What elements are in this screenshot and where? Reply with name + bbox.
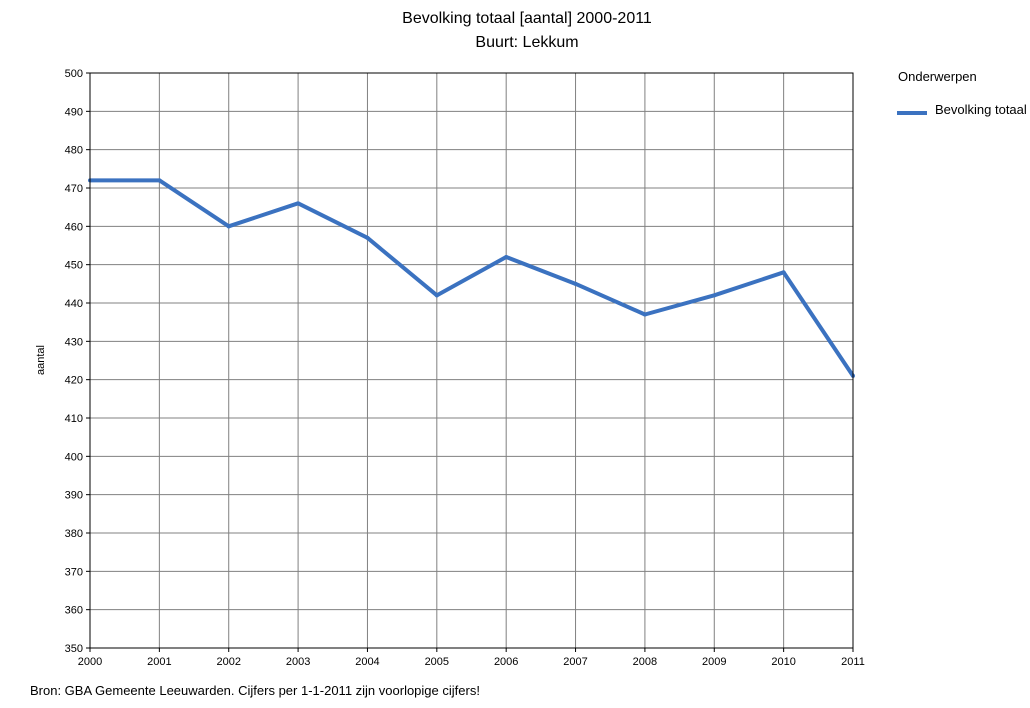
x-tick-label: 2001 — [147, 656, 171, 668]
x-axis: 2000 2001 2002 2003 2004 2005 2006 2007 2008 2009… — [78, 648, 865, 668]
source-note: Bron: GBA Gemeente Leeuwarden. Cijfers p… — [30, 683, 480, 698]
x-tick-label: 2007 — [563, 656, 587, 668]
y-tick-label: 480 — [65, 145, 83, 157]
y-tick-label: 440 — [65, 298, 83, 310]
y-tick-label: 410 — [65, 413, 83, 425]
y-tick-label: 370 — [65, 566, 83, 578]
y-tick-label: 460 — [65, 221, 83, 233]
data-point — [365, 235, 370, 240]
x-tick-label: 2009 — [702, 656, 726, 668]
y-tick-label: 360 — [65, 605, 83, 617]
series-line — [90, 178, 855, 377]
x-tick-label: 2010 — [771, 656, 795, 668]
data-point — [434, 293, 439, 298]
y-tick-label: 490 — [65, 106, 83, 118]
y-tick-label: 350 — [65, 643, 83, 655]
data-point — [573, 281, 578, 286]
data-point — [504, 255, 509, 259]
chart-title: Bevolking totaal [aantal] 2000-2011 — [402, 10, 652, 27]
data-point — [226, 224, 231, 229]
x-tick-label: 2002 — [216, 656, 240, 668]
y-tick-label: 390 — [65, 490, 83, 502]
y-axis: 350 360 370 380 390 400 410 420 430 440 450 460 470 4… — [65, 68, 90, 655]
data-point — [157, 178, 162, 183]
legend: Onderwerpen Bevolking totaal — [897, 69, 1027, 117]
plot-frame — [89, 72, 854, 649]
x-tick-label: 2006 — [494, 656, 518, 668]
y-tick-label: 430 — [65, 336, 83, 348]
y-tick-label: 400 — [65, 451, 83, 463]
series-lines — [88, 178, 855, 378]
chart-subtitle: Buurt: Lekkum — [475, 34, 578, 51]
gridlines — [89, 72, 854, 649]
legend-entry: Bevolking totaal — [935, 102, 1027, 117]
x-tick-label: 2003 — [286, 656, 310, 668]
legend-title: Onderwerpen — [898, 69, 977, 84]
data-point — [642, 312, 647, 317]
data-point — [712, 293, 717, 298]
y-tick-label: 450 — [65, 260, 83, 272]
x-tick-label: 2004 — [355, 656, 379, 668]
x-tick-label: 2005 — [425, 656, 449, 668]
x-tick-label: 2011 — [841, 656, 865, 668]
data-point — [781, 270, 786, 275]
x-tick-label: 2008 — [633, 656, 657, 668]
y-tick-label: 470 — [65, 183, 83, 195]
y-tick-label: 420 — [65, 375, 83, 387]
data-point — [296, 201, 301, 206]
x-tick-label: 2000 — [78, 656, 102, 668]
y-axis-label: aantal — [35, 345, 47, 375]
y-tick-label: 500 — [65, 68, 83, 80]
y-tick-label: 380 — [65, 528, 83, 540]
